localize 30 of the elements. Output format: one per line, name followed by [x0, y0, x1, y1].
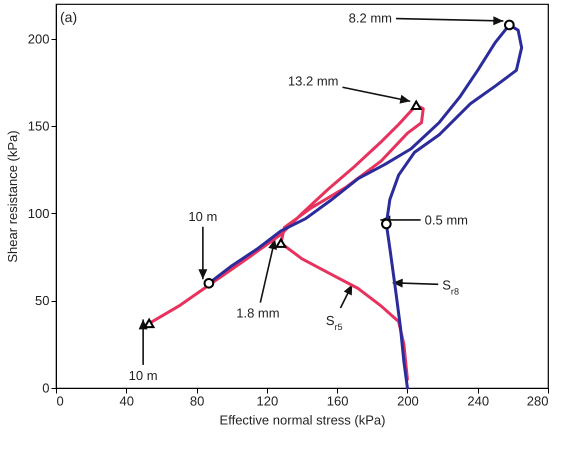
y-axis-title: Shear resistance (kPa): [4, 130, 20, 263]
annotation: 10 m: [128, 368, 158, 383]
point: [144, 318, 154, 328]
annotation: (a): [60, 9, 78, 25]
y-tick-label: 150: [28, 118, 50, 134]
annotation: 10 m: [188, 208, 218, 224]
annotation: 1.8 mm: [236, 306, 280, 321]
x-tick-label: 80: [190, 394, 204, 408]
point: [410, 100, 422, 110]
x-tick-label: 40: [120, 394, 134, 408]
y-tick-label: 200: [28, 31, 50, 46]
point: [381, 218, 392, 230]
annotation: 13.2 mm: [288, 74, 339, 89]
x-tick-label: 200: [397, 394, 419, 408]
point: [276, 238, 286, 248]
x-tick-label: 240: [467, 394, 490, 408]
annotation: 8.2 mm: [348, 10, 392, 26]
x-axis-title: Effective normal stress (kPa): [220, 412, 386, 428]
x-tick-label: 120: [256, 394, 278, 408]
annotation: S$_{r5}$: [326, 313, 343, 332]
y-tick-label: 100: [28, 206, 50, 221]
annotation: S$_{r8}$: [442, 277, 460, 296]
x-tick-label: 280: [526, 394, 548, 408]
annotation: 0.5 mm: [424, 212, 468, 228]
y-tick-label: 0: [42, 380, 50, 396]
x-tick-label: 160: [326, 394, 348, 408]
x-tick-label: 0: [56, 394, 64, 408]
y-tick-label: 50: [35, 293, 50, 308]
point: [204, 278, 214, 289]
point: [504, 20, 515, 30]
